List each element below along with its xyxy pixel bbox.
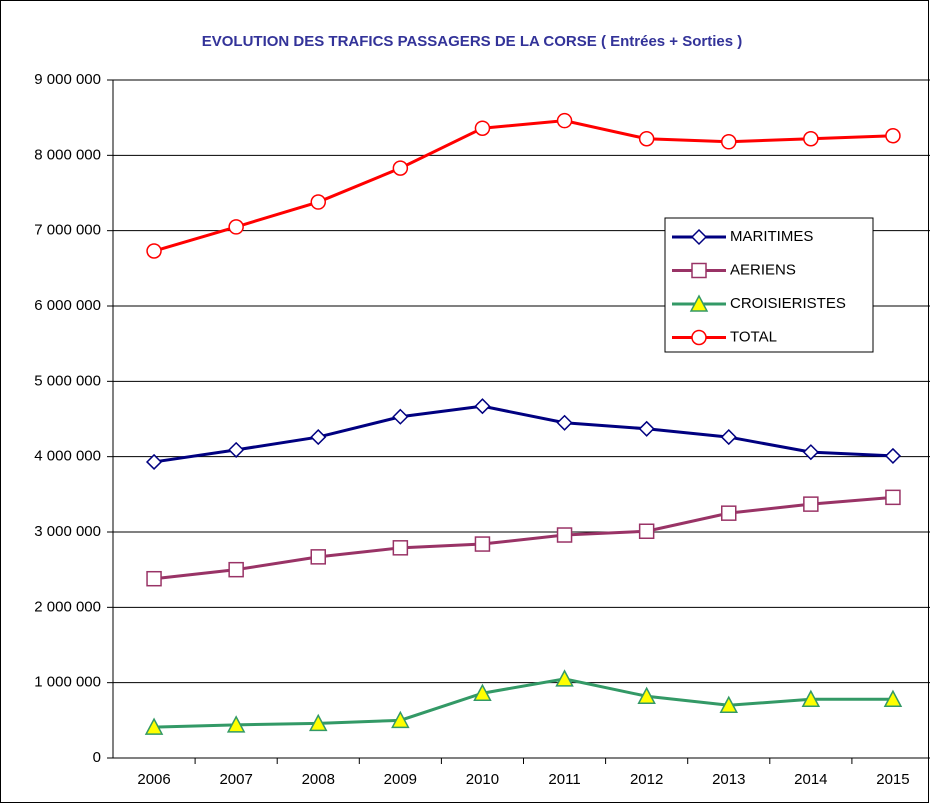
marker: [228, 219, 244, 235]
y-tick-label: 3 000 000: [34, 523, 101, 540]
marker: [801, 689, 821, 707]
marker: [721, 134, 737, 150]
marker: [556, 527, 573, 543]
marker: [719, 695, 738, 714]
marker: [228, 441, 245, 458]
marker: [803, 131, 819, 147]
marker: [226, 715, 246, 733]
legend-marker: [689, 294, 709, 312]
marker: [228, 561, 244, 578]
marker: [555, 669, 574, 687]
legend-marker: [690, 228, 708, 246]
chart-title: EVOLUTION DES TRAFICS PASSAGERS DE LA CO…: [202, 33, 743, 50]
marker: [474, 398, 491, 415]
marker: [721, 505, 737, 521]
marker: [392, 540, 409, 556]
marker: [720, 429, 737, 446]
x-tick-label: 2015: [876, 771, 909, 788]
marker: [144, 717, 164, 735]
marker: [310, 549, 326, 565]
marker: [637, 686, 656, 704]
marker: [473, 683, 492, 701]
series-line: [153, 119, 894, 253]
y-tick-label: 6 000 000: [34, 297, 101, 314]
legend-label: MARITIMES: [730, 228, 813, 245]
marker: [474, 536, 491, 552]
x-tick-label: 2006: [137, 771, 170, 788]
marker: [556, 112, 573, 129]
y-tick-label: 4 000 000: [34, 448, 101, 465]
marker: [803, 496, 819, 512]
marker: [146, 243, 162, 259]
marker: [392, 160, 409, 176]
x-tick-label: 2008: [302, 771, 335, 788]
marker: [146, 570, 162, 587]
marker: [556, 414, 573, 431]
legend-marker: [691, 262, 707, 279]
marker: [638, 420, 655, 437]
marker: [885, 489, 901, 506]
marker: [310, 194, 326, 210]
x-tick-label: 2010: [466, 771, 499, 788]
marker: [309, 713, 328, 732]
y-tick-label: 8 000 000: [34, 146, 101, 163]
x-tick-label: 2009: [384, 771, 417, 788]
y-tick-label: 5 000 000: [34, 372, 101, 389]
marker: [802, 444, 819, 461]
y-tick-label: 7 000 000: [34, 222, 101, 239]
marker: [884, 447, 902, 464]
legend-label: TOTAL: [730, 328, 777, 345]
y-tick-label: 0: [93, 749, 101, 766]
x-tick-label: 2011: [548, 771, 580, 788]
x-tick-label: 2014: [794, 771, 827, 788]
legend-marker: [691, 329, 707, 346]
marker: [474, 120, 491, 136]
marker: [392, 408, 409, 425]
y-tick-label: 9 000 000: [34, 71, 101, 88]
y-tick-label: 1 000 000: [34, 674, 101, 691]
x-tick-label: 2007: [219, 771, 252, 788]
y-tick-label: 2 000 000: [34, 598, 101, 615]
series-line: [153, 404, 894, 464]
series-line: [154, 677, 893, 729]
marker: [391, 710, 410, 729]
x-tick-label: 2013: [712, 771, 745, 788]
legend-label: AERIENS: [730, 261, 796, 278]
legend-label: CROISIERISTES: [730, 295, 846, 312]
marker: [145, 453, 163, 471]
series-line: [153, 495, 894, 581]
marker: [638, 523, 655, 539]
x-tick-label: 2012: [630, 771, 663, 788]
marker: [638, 131, 655, 147]
marker: [310, 429, 327, 446]
marker: [885, 127, 901, 144]
marker: [883, 689, 903, 707]
